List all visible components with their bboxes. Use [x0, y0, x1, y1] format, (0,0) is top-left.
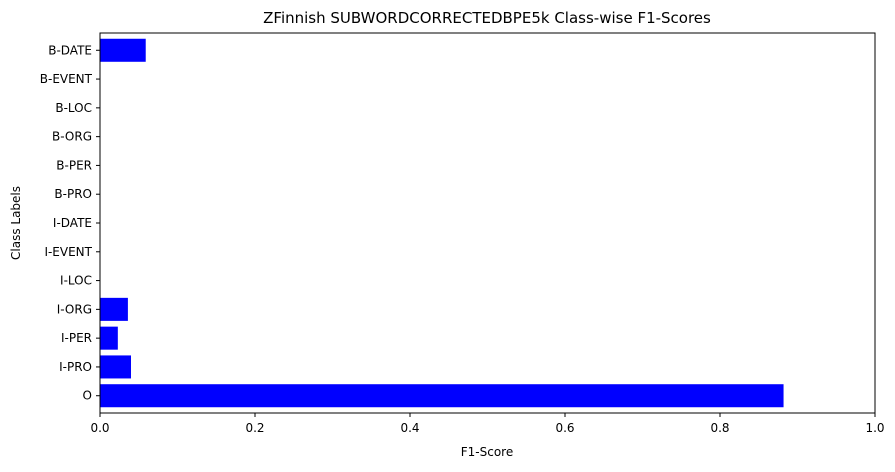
chart-title: ZFinnish SUBWORDCORRECTEDBPE5k Class-wis… — [263, 9, 711, 27]
bar-o — [100, 384, 784, 408]
y-tick-label-b-pro: B-PRO — [54, 187, 92, 201]
x-axis-label: F1-Score — [461, 445, 513, 459]
y-tick-label-b-per: B-PER — [56, 158, 92, 172]
y-tick-label-i-pro: I-PRO — [59, 360, 92, 374]
y-tick-label-i-loc: I-LOC — [60, 274, 92, 288]
x-tick-label-1: 0.2 — [245, 421, 264, 435]
y-tick-label-i-date: I-DATE — [53, 216, 92, 230]
bar-i-pro — [100, 355, 131, 379]
plot-frame — [99, 32, 876, 414]
x-tick-label-4: 0.8 — [710, 421, 729, 435]
y-axis-label: Class Labels — [9, 186, 23, 260]
y-tick-label-i-per: I-PER — [61, 331, 92, 345]
x-tick-label-0: 0.0 — [90, 421, 109, 435]
bars-layer — [100, 38, 784, 408]
y-tick-label-b-event: B-EVENT — [40, 72, 93, 86]
y-tick-label-b-date: B-DATE — [48, 43, 92, 57]
x-tick-label-3: 0.6 — [555, 421, 574, 435]
bar-b-date — [100, 38, 146, 62]
y-tick-label-b-loc: B-LOC — [55, 101, 92, 115]
y-tick-label-i-event: I-EVENT — [44, 245, 92, 259]
x-tick-label-2: 0.4 — [400, 421, 419, 435]
y-tick-label-o: O — [83, 389, 92, 403]
y-axis: B-DATE B-EVENT B-LOC B-ORG B-PER B-PRO I-DATE I… — [40, 43, 100, 403]
x-axis: 0.0 0.2 0.4 0.6 0.8 1.0 — [90, 413, 885, 435]
y-tick-label-b-org: B-ORG — [52, 130, 92, 144]
bar-i-per — [100, 326, 118, 350]
y-tick-label-i-org: I-ORG — [57, 302, 92, 316]
bar-i-org — [100, 297, 128, 321]
x-tick-label-5: 1.0 — [865, 421, 884, 435]
